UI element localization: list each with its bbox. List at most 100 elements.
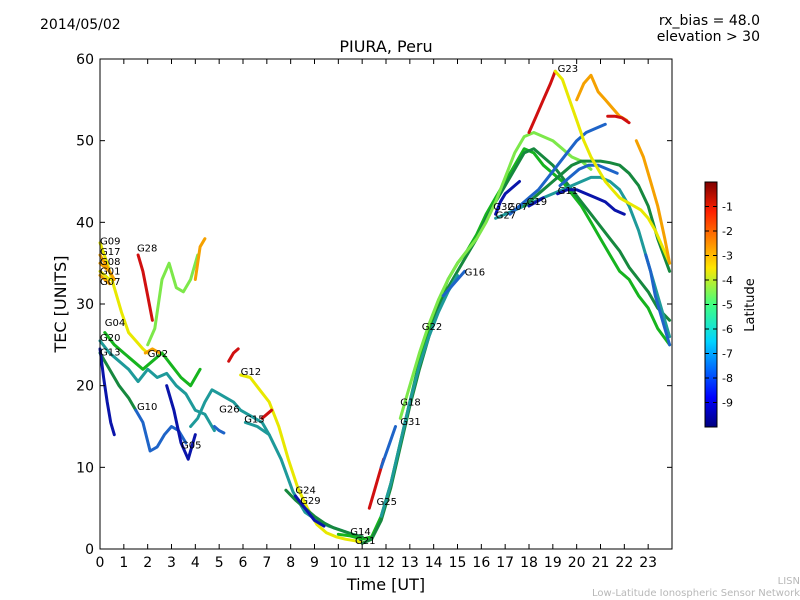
series-g11 (556, 188, 626, 216)
x-tick-label: 23 (639, 555, 657, 571)
date-label: 2014/05/02 (40, 17, 121, 33)
series-g26 (189, 388, 271, 437)
series-g23 (527, 69, 557, 134)
satellite-label: G15 (244, 414, 264, 425)
x-tick-label: 18 (520, 555, 538, 571)
x-tick-label: 1 (119, 555, 128, 571)
series-g26b (212, 425, 226, 435)
x-tick-label: 19 (544, 555, 562, 571)
x-tick-label: 12 (377, 555, 395, 571)
satellite-label: G02 (148, 349, 168, 360)
y-tick-label: 10 (76, 460, 94, 476)
series-g12 (239, 373, 364, 544)
series-g06 (644, 253, 672, 347)
credit-line-2: Low-Latitude Ionospheric Sensor Network (592, 588, 800, 599)
series-g23c (575, 73, 629, 122)
series-g02b (227, 347, 240, 363)
y-tick-label: 50 (76, 134, 94, 150)
series-g32 (494, 180, 521, 216)
chart-title: PIURA, Peru (339, 37, 432, 56)
satellite-label: G28 (137, 244, 157, 255)
satellite-label: G07 (508, 202, 528, 213)
satellite-label: G19 (527, 197, 547, 208)
x-tick-label: 5 (215, 555, 224, 571)
series-g17 (98, 253, 116, 281)
colorbar-label: Latitude (743, 278, 758, 332)
series-g20 (98, 339, 216, 433)
series-g07b (508, 122, 607, 216)
colorbar-tick-label: -7 (722, 348, 733, 361)
x-axis-label: Time [UT] (346, 575, 425, 594)
colorbar-tick-label: -4 (722, 274, 733, 287)
series-g30 (634, 139, 672, 265)
series-g15b (260, 408, 274, 420)
satellite-label: G26 (219, 405, 239, 416)
colorbar-tick-label: -3 (722, 250, 733, 263)
satellite-label: G01 (100, 267, 120, 278)
x-tick-label: 6 (239, 555, 248, 571)
elevation-label: elevation > 30 (656, 29, 760, 45)
series-g23b (553, 69, 672, 265)
series-g22 (398, 131, 593, 420)
x-tick-label: 4 (191, 555, 200, 571)
series-g19b (527, 196, 545, 208)
x-tick-label: 14 (425, 555, 443, 571)
satellite-label: G24 (295, 485, 315, 496)
colorbar-tick-label: -8 (722, 372, 733, 385)
satellite-label: G08 (100, 257, 120, 268)
series-g04 (103, 331, 202, 388)
satellite-label: G31 (400, 417, 420, 428)
y-axis-label: TEC [UNITS] (51, 256, 70, 354)
satellite-label: G10 (137, 402, 157, 413)
series-g02 (143, 347, 162, 355)
series-g07 (98, 273, 111, 286)
satellite-label: G14 (350, 527, 370, 538)
x-tick-label: 0 (96, 555, 105, 571)
satellite-label: G18 (400, 397, 420, 408)
colorbar-tick-label: -2 (722, 225, 733, 238)
x-tick-label: 17 (496, 555, 514, 571)
x-tick-label: 16 (472, 555, 490, 571)
series-g13 (98, 351, 138, 412)
series-g15 (243, 420, 364, 539)
colorbar-tick-label: -1 (722, 201, 733, 214)
x-tick-label: 3 (167, 555, 176, 571)
satellite-label: G29 (300, 496, 320, 507)
x-tick-label: 7 (262, 555, 271, 571)
satellite-label: G20 (100, 333, 120, 344)
y-tick-label: 20 (76, 379, 94, 395)
satellite-label: G25 (376, 497, 396, 508)
colorbar-tick-label: -9 (722, 397, 733, 410)
x-tick-label: 9 (310, 555, 319, 571)
satellite-label: G07 (100, 277, 120, 288)
series-g16 (441, 269, 467, 298)
x-tick-label: 11 (353, 555, 371, 571)
satellite-label: G13 (100, 347, 120, 358)
series-g06b (193, 237, 207, 281)
satellite-label: G17 (100, 247, 120, 258)
ticks-layer: 0 1 2 3 4 5 6 7 8 9 10 11 12 13 14 15 16 17 18 19 20 21 22 2301… (76, 52, 672, 571)
x-tick-label: 13 (401, 555, 419, 571)
credit-line-1: LISN (777, 576, 800, 587)
satellite-label: G09 (100, 236, 120, 247)
series-g23d (606, 114, 631, 125)
labels-layer: G09G17G08G01G07G04G20G13G28G02G10G05G26G… (100, 64, 578, 547)
series-g11b (558, 163, 619, 188)
satellite-label: G27 (496, 210, 516, 221)
colorbar-tick-label: -5 (722, 299, 733, 312)
satellite-label: G16 (465, 267, 485, 278)
colorbar-tick-label: -6 (722, 323, 733, 336)
x-tick-label: 20 (568, 555, 586, 571)
x-tick-label: 15 (449, 555, 467, 571)
y-tick-label: 30 (76, 297, 94, 313)
series-g19 (522, 159, 672, 273)
x-tick-label: 2 (143, 555, 152, 571)
series-layer (98, 69, 672, 545)
satellite-label: G23 (558, 64, 578, 75)
colorbar-ticks: -1 -2 -3 -4 -5 -6 -7 -8 -9 (705, 201, 733, 410)
y-tick-label: 0 (85, 542, 94, 558)
series-g18 (379, 273, 459, 518)
satellite-label: G11 (558, 186, 578, 197)
x-tick-label: 10 (329, 555, 347, 571)
